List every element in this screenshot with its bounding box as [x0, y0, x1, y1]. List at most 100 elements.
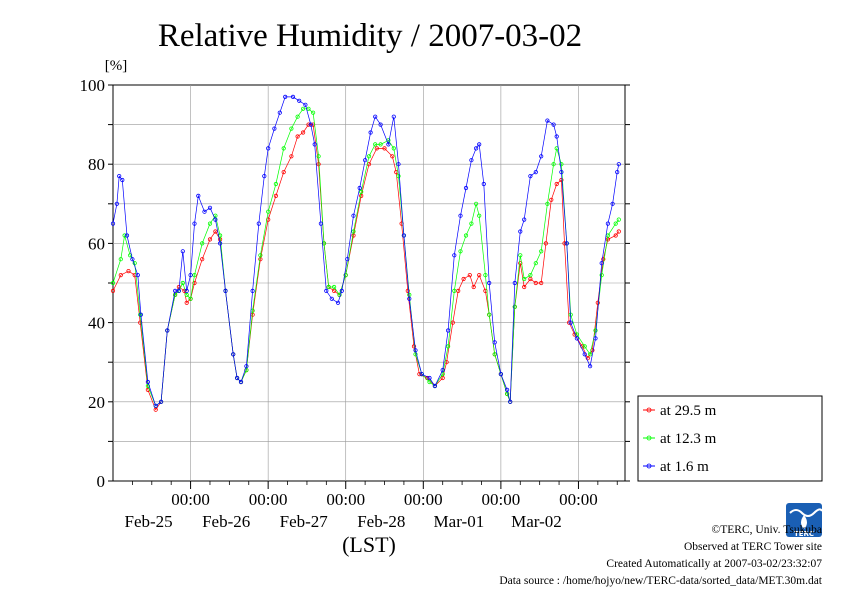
data-point	[613, 233, 618, 238]
data-point	[337, 292, 342, 297]
data-point	[492, 340, 497, 345]
data-point	[616, 162, 621, 167]
data-point	[295, 134, 300, 139]
data-point	[184, 300, 189, 305]
x-tick-date-label: Mar-01	[434, 512, 485, 531]
data-point	[386, 142, 391, 147]
data-point	[331, 288, 337, 293]
data-point	[266, 209, 271, 214]
data-point	[593, 328, 598, 333]
data-series	[110, 94, 621, 412]
data-point	[396, 174, 401, 179]
data-point	[613, 221, 618, 226]
data-point	[554, 134, 559, 139]
x-tick-time-label: 00:00	[559, 490, 598, 509]
data-point	[118, 257, 123, 262]
data-point	[469, 221, 474, 226]
data-point	[391, 146, 396, 151]
data-point	[176, 288, 181, 293]
data-point	[452, 253, 457, 258]
data-point	[427, 375, 432, 381]
data-point	[273, 181, 278, 187]
data-point	[599, 261, 604, 266]
data-point	[463, 185, 469, 191]
data-point	[528, 276, 533, 282]
data-point	[564, 241, 569, 246]
data-point	[316, 154, 321, 159]
data-point	[126, 268, 131, 274]
data-point	[568, 320, 573, 325]
data-point	[213, 229, 218, 234]
x-tick-time-label: 00:00	[171, 490, 210, 509]
data-point	[401, 233, 406, 238]
data-point	[373, 142, 378, 147]
data-point	[512, 304, 517, 309]
data-point	[483, 272, 488, 278]
data-point	[180, 280, 185, 286]
series-line	[112, 108, 620, 407]
data-point	[159, 399, 164, 404]
data-point	[306, 122, 311, 127]
data-point	[456, 288, 461, 293]
data-point	[184, 288, 189, 293]
data-point	[582, 344, 587, 349]
data-point	[522, 284, 527, 290]
footer: ©TERC, Univ. Tsukuba Observed at TERC To…	[499, 524, 822, 587]
data-point	[605, 221, 611, 226]
data-point	[471, 284, 476, 290]
series-2	[110, 94, 621, 408]
data-point	[135, 272, 140, 278]
data-point	[120, 177, 125, 183]
data-point	[324, 288, 329, 293]
data-point	[378, 142, 383, 147]
data-point	[610, 201, 615, 206]
data-point	[458, 213, 463, 218]
data-point	[616, 217, 621, 222]
data-point	[473, 146, 479, 151]
x-tick-time-label: 00:00	[249, 490, 288, 509]
data-point	[595, 300, 600, 305]
data-point	[477, 272, 482, 278]
data-point	[533, 170, 538, 175]
data-point	[188, 296, 193, 301]
data-point	[445, 344, 451, 349]
data-point	[223, 288, 228, 293]
data-point	[153, 403, 158, 408]
data-point	[545, 118, 550, 123]
x-tick-date-label: Feb-26	[202, 512, 250, 531]
data-point	[343, 272, 348, 278]
data-point	[335, 300, 341, 305]
data-point	[463, 233, 469, 238]
data-point	[477, 142, 482, 147]
data-point	[593, 336, 598, 341]
x-axis-label: (LST)	[342, 532, 396, 557]
legend: at 29.5 m at 12.3 m at 1.6 m	[637, 395, 823, 482]
data-point	[362, 158, 368, 163]
data-point	[413, 348, 418, 353]
data-point	[359, 193, 364, 198]
data-point	[213, 217, 218, 222]
y-tick-label: 20	[88, 393, 105, 412]
data-point	[452, 288, 457, 293]
y-tick-label: 40	[88, 314, 105, 333]
data-point	[289, 154, 294, 159]
data-point	[518, 261, 523, 266]
data-point	[250, 288, 255, 293]
data-point	[601, 257, 606, 262]
data-point	[266, 146, 271, 151]
y-tick-label: 0	[97, 472, 106, 491]
data-point	[207, 205, 213, 210]
data-point	[281, 170, 286, 175]
data-point	[281, 146, 286, 151]
data-point	[262, 174, 267, 179]
legend-label: at 12.3 m	[660, 431, 717, 447]
data-point	[487, 280, 492, 286]
data-point	[599, 272, 604, 278]
data-point	[329, 296, 334, 301]
y-axis: 0 20 40 60 80 100	[80, 76, 630, 491]
grid-lines	[113, 85, 625, 481]
data-point	[528, 272, 533, 278]
data-point	[316, 162, 321, 167]
x-tick-time-label: 00:00	[482, 490, 521, 509]
data-point	[461, 276, 466, 282]
